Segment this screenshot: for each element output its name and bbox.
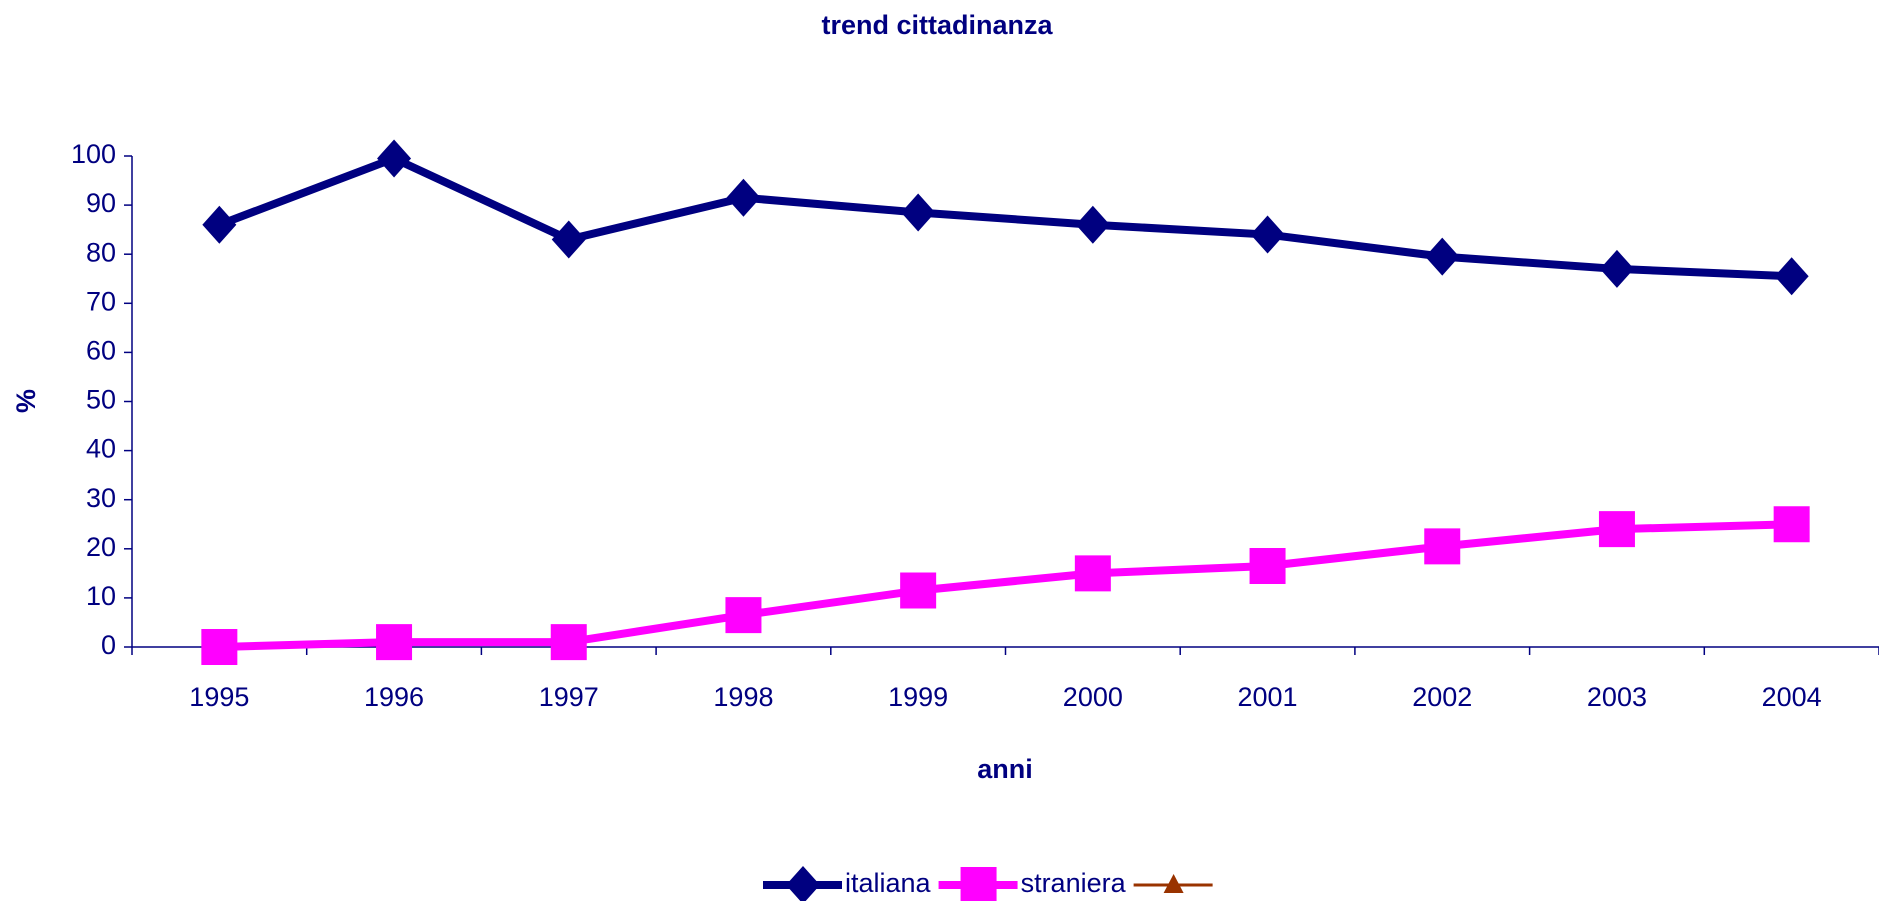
data-point <box>726 178 761 217</box>
legend-label: italiana <box>845 868 932 898</box>
y-tick-label: 20 <box>86 532 116 562</box>
y-tick-label: 60 <box>86 336 116 366</box>
data-point <box>1249 547 1286 584</box>
data-point <box>1773 506 1810 543</box>
data-point <box>1599 249 1634 288</box>
data-point <box>900 572 937 609</box>
data-point <box>1425 237 1460 276</box>
data-point <box>550 624 587 661</box>
y-tick-label: 90 <box>86 188 116 218</box>
x-tick-label: 2002 <box>1412 682 1472 712</box>
x-tick-label: 1999 <box>888 682 948 712</box>
data-point <box>1598 511 1635 548</box>
chart-title: trend cittadinanza <box>821 10 1053 40</box>
legend-marker <box>1163 874 1184 893</box>
x-tick-label: 1995 <box>189 682 249 712</box>
y-tick-label: 70 <box>86 286 116 316</box>
data-point <box>201 629 238 665</box>
data-point <box>1424 528 1461 565</box>
y-tick-label: 30 <box>86 483 116 513</box>
y-tick-label: 80 <box>86 237 116 267</box>
x-tick-label: 2004 <box>1762 682 1822 712</box>
y-axis-label: % <box>11 389 41 413</box>
data-point <box>725 597 762 634</box>
data-point <box>551 220 586 259</box>
data-point <box>1074 555 1111 592</box>
data-point <box>377 139 412 178</box>
y-tick-label: 0 <box>101 630 116 660</box>
x-tick-label: 1997 <box>539 682 599 712</box>
y-tick-label: 100 <box>71 139 116 169</box>
legend-marker <box>786 866 820 901</box>
series-line <box>219 520 1792 651</box>
x-axis-label: anni <box>977 754 1033 784</box>
data-point <box>376 624 413 661</box>
x-tick-label: 2001 <box>1238 682 1298 712</box>
x-tick-label: 1998 <box>713 682 773 712</box>
x-tick-label: 2003 <box>1587 682 1647 712</box>
y-tick-label: 10 <box>86 581 116 611</box>
y-tick-label: 50 <box>86 385 116 415</box>
legend-marker <box>960 867 997 901</box>
x-tick-label: 1996 <box>364 682 424 712</box>
data-point <box>1774 257 1809 296</box>
data-point <box>202 205 237 244</box>
data-point <box>1075 205 1110 244</box>
x-tick-label: 2000 <box>1063 682 1123 712</box>
data-point <box>1250 215 1285 254</box>
series-line <box>217 154 1792 281</box>
y-tick-label: 40 <box>86 434 116 464</box>
legend-label: straniera <box>1021 868 1127 898</box>
data-point <box>901 193 936 232</box>
